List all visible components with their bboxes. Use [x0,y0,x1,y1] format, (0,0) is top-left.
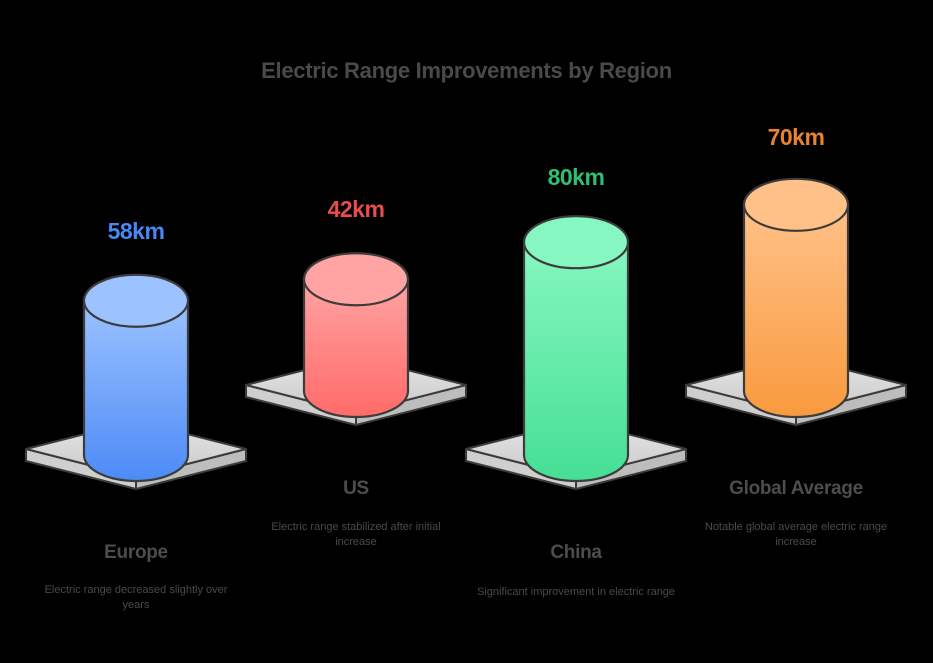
region-label-china: China [550,542,602,563]
value-label-europe: 58km [107,218,165,244]
cylinder-europe [25,273,247,490]
cylinder-top [742,177,850,232]
region-label-europe: Europe [104,542,168,563]
value-label-china: 80km [547,164,605,190]
cylinder-body [522,241,630,483]
description-china: Significant improvement in electric rang… [476,586,676,598]
cylinder-top [82,273,190,328]
cylinder-us [245,252,467,426]
region-label-us: US [343,478,369,499]
cylinder-china [465,215,687,490]
description-us: Electric range stabilized after initial … [271,521,441,548]
cylinder-top [302,252,410,307]
chart-title: Electric Range Improvements by Region [261,58,672,83]
description-europe: Electric range decreased slightly over y… [44,584,228,611]
value-label-us: 42km [327,196,385,222]
cylinder-body [742,203,850,419]
cylinder-body [302,278,410,419]
cylinder-top [522,215,630,270]
cylinder-global-average [685,177,907,426]
cylinder-body [82,299,190,483]
region-label-global-average: Global Average [729,478,863,499]
description-global-average: Notable global average electric range in… [704,521,888,548]
value-label-global-average: 70km [767,124,825,150]
